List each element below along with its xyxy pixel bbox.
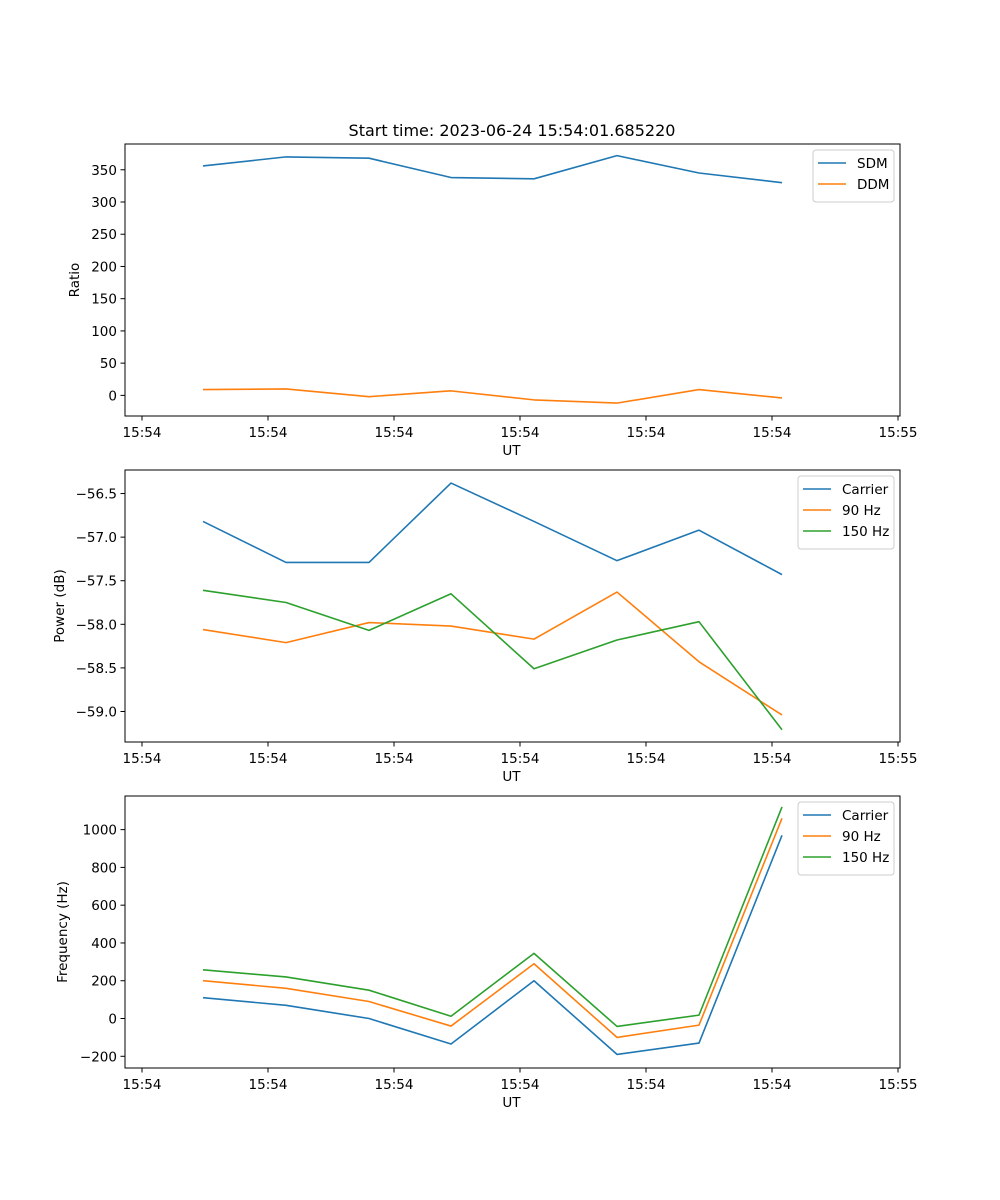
y-tick-label: −57.5	[76, 574, 117, 590]
x-tick-label: 15:54	[501, 1077, 540, 1093]
y-tick-label: 200	[91, 259, 117, 275]
y-tick-label: 50	[100, 356, 117, 372]
x-tick-label: 15:54	[753, 425, 792, 441]
y-tick-label: 600	[91, 898, 117, 914]
y-tick-label: 400	[91, 936, 117, 952]
x-tick-label: 15:54	[249, 1077, 288, 1093]
y-tick-label: 250	[91, 227, 117, 243]
x-axis-label: UT	[502, 443, 521, 459]
x-tick-label: 15:54	[249, 751, 288, 767]
y-tick-label: 150	[91, 292, 117, 308]
x-tick-label: 15:54	[753, 1077, 792, 1093]
x-tick-label: 15:54	[627, 1077, 666, 1093]
legend: Carrier 90 Hz 150 Hz	[797, 475, 895, 550]
legend-entry: 150 Hz	[842, 524, 889, 540]
legend: SDM DDM	[812, 149, 895, 203]
legend-entry: 90 Hz	[842, 503, 881, 519]
panel-3: 15:54 15:54 15:54 15:54 15:54 15:54 15:55 −200 0…	[55, 795, 918, 1111]
y-tick-label: 300	[91, 195, 117, 211]
plot-frame	[124, 143, 901, 417]
y-tick-label: 0	[108, 1012, 117, 1028]
legend-entry: 90 Hz	[842, 829, 881, 845]
y-axis-label: Frequency (Hz)	[55, 881, 71, 983]
x-tick-label: 15:55	[879, 425, 918, 441]
x-tick-label: 15:55	[879, 751, 918, 767]
x-tick-label: 15:54	[123, 1077, 162, 1093]
legend-entry: SDM	[857, 156, 888, 172]
x-tick-label: 15:54	[123, 425, 162, 441]
y-tick-label: −58.5	[76, 661, 117, 677]
y-tick-label: 0	[108, 388, 117, 404]
series-line-90-hz	[202, 591, 783, 716]
x-tick-label: 15:54	[249, 425, 288, 441]
y-tick-label: −200	[80, 1049, 117, 1065]
legend-entry: Carrier	[842, 482, 889, 498]
legend: Carrier 90 Hz 150 Hz	[797, 801, 895, 876]
panel-1: 15:54 15:54 15:54 15:54 15:54 15:54 15:55 0 50 10…	[67, 143, 918, 459]
figure-title: Start time: 2023-06-24 15:54:01.685220	[349, 121, 676, 140]
y-tick-label: 350	[91, 163, 117, 179]
x-tick-label: 15:54	[375, 751, 414, 767]
series-line-150-hz	[202, 589, 783, 731]
series-line-carrier	[202, 834, 783, 1056]
panel-2: 15:54 15:54 15:54 15:54 15:54 15:54 15:55 −59.0…	[52, 469, 918, 785]
x-tick-label: 15:54	[501, 751, 540, 767]
x-axis-label: UT	[502, 1095, 521, 1111]
y-tick-label: −56.5	[76, 487, 117, 503]
y-tick-label: 200	[91, 974, 117, 990]
y-axis-label: Power (dB)	[52, 569, 68, 642]
series-line-carrier	[202, 482, 783, 576]
y-tick-label: −57.0	[76, 530, 117, 546]
series-line-ddm	[202, 388, 783, 404]
y-tick-label: −59.0	[76, 704, 117, 720]
panels: 15:54 15:54 15:54 15:54 15:54 15:54 15:55 0 50 10…	[52, 143, 918, 1111]
legend-entry: 150 Hz	[842, 850, 889, 866]
x-tick-label: 15:54	[375, 1077, 414, 1093]
x-tick-label: 15:54	[375, 425, 414, 441]
x-tick-label: 15:55	[879, 1077, 918, 1093]
series-line-90-hz	[202, 817, 783, 1039]
y-tick-label: 1000	[83, 823, 117, 839]
x-axis-label: UT	[502, 769, 521, 785]
legend-entry: DDM	[857, 177, 889, 193]
x-tick-label: 15:54	[627, 751, 666, 767]
legend-entry: Carrier	[842, 808, 889, 824]
series-line-sdm	[202, 154, 783, 184]
y-tick-label: −58.0	[76, 617, 117, 633]
y-tick-label: 800	[91, 860, 117, 876]
y-axis-label: Ratio	[67, 263, 83, 298]
x-tick-label: 15:54	[627, 425, 666, 441]
x-tick-label: 15:54	[753, 751, 792, 767]
x-tick-label: 15:54	[123, 751, 162, 767]
y-tick-label: 100	[91, 324, 117, 340]
plot-frame	[124, 469, 901, 743]
x-tick-label: 15:54	[501, 425, 540, 441]
plot-frame	[124, 795, 901, 1069]
series-line-150-hz	[202, 806, 783, 1028]
